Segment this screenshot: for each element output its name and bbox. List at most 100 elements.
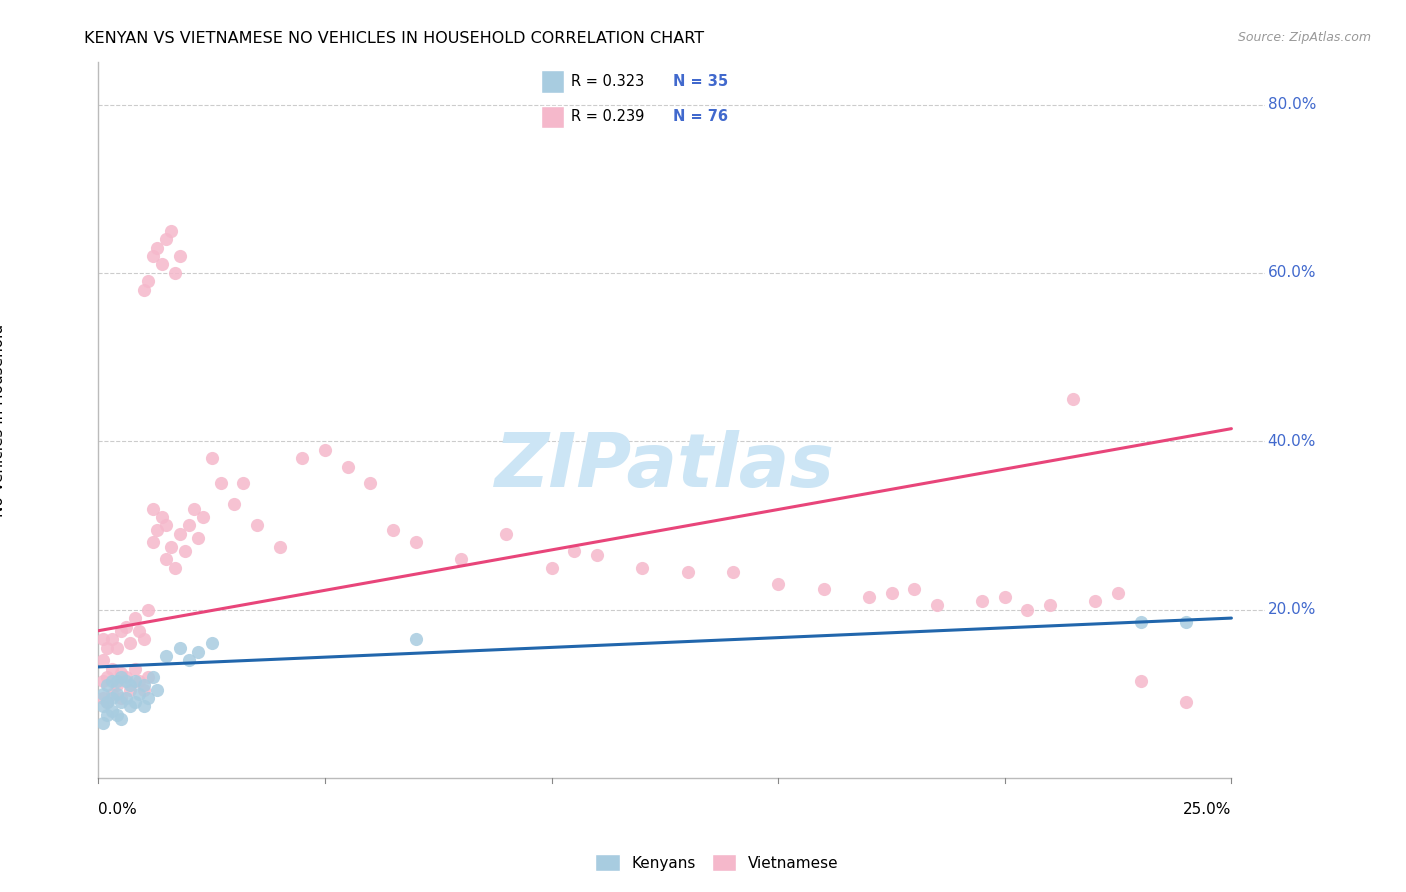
Point: [124, 611, 146, 625]
Point: [169, 640, 191, 655]
Point: [160, 224, 183, 238]
Point: [165, 560, 187, 574]
Point: [136, 274, 159, 288]
Point: [336, 459, 359, 474]
Point: [124, 695, 146, 709]
Point: [1084, 594, 1107, 608]
Point: [903, 582, 925, 596]
Point: [160, 540, 183, 554]
Point: [165, 266, 187, 280]
Point: [169, 527, 191, 541]
Point: [224, 498, 246, 512]
Point: [101, 662, 124, 676]
Point: [110, 712, 132, 726]
Point: [269, 540, 291, 554]
Text: 25.0%: 25.0%: [1182, 802, 1232, 816]
Point: [1107, 586, 1129, 600]
Point: [150, 510, 173, 524]
Point: [124, 662, 146, 676]
Text: N = 76: N = 76: [673, 109, 728, 124]
Point: [1017, 602, 1039, 616]
Point: [114, 691, 136, 706]
Point: [183, 501, 205, 516]
Point: [1129, 615, 1152, 630]
Point: [110, 665, 132, 680]
Point: [405, 632, 427, 647]
Point: [101, 687, 124, 701]
Point: [766, 577, 789, 591]
Point: [91, 699, 114, 714]
Point: [96, 678, 118, 692]
Point: [91, 687, 114, 701]
Point: [105, 707, 128, 722]
Text: R = 0.239: R = 0.239: [571, 109, 645, 124]
Point: [169, 249, 191, 263]
Point: [105, 640, 128, 655]
Legend: Kenyans, Vietnamese: Kenyans, Vietnamese: [595, 855, 839, 871]
Point: [105, 674, 128, 689]
Point: [813, 582, 835, 596]
Text: KENYAN VS VIETNAMESE NO VEHICLES IN HOUSEHOLD CORRELATION CHART: KENYAN VS VIETNAMESE NO VEHICLES IN HOUS…: [84, 31, 704, 46]
Text: ZIPatlas: ZIPatlas: [495, 430, 835, 503]
Point: [96, 695, 118, 709]
Point: [96, 670, 118, 684]
Point: [114, 670, 136, 684]
Point: [155, 518, 177, 533]
Point: [187, 531, 209, 545]
Point: [132, 682, 155, 697]
Point: [124, 674, 146, 689]
Point: [128, 624, 150, 638]
Point: [136, 691, 159, 706]
Point: [120, 699, 142, 714]
Text: No Vehicles in Household: No Vehicles in Household: [0, 324, 6, 516]
Point: [120, 678, 142, 692]
Point: [586, 548, 609, 562]
Point: [209, 476, 232, 491]
Point: [972, 594, 994, 608]
Point: [91, 653, 114, 667]
Point: [91, 691, 114, 706]
Point: [155, 552, 177, 566]
Point: [201, 636, 224, 650]
Point: [314, 442, 336, 457]
Point: [1175, 695, 1198, 709]
Point: [146, 241, 169, 255]
Point: [925, 599, 948, 613]
Point: [132, 283, 155, 297]
Point: [101, 674, 124, 689]
Point: [136, 670, 159, 684]
Point: [132, 678, 155, 692]
Point: [721, 565, 744, 579]
Point: [142, 535, 165, 549]
Text: 80.0%: 80.0%: [1268, 97, 1316, 112]
Point: [96, 640, 118, 655]
Point: [1129, 674, 1152, 689]
Text: Source: ZipAtlas.com: Source: ZipAtlas.com: [1237, 31, 1371, 45]
Point: [146, 523, 169, 537]
Point: [110, 624, 132, 638]
Point: [562, 543, 585, 558]
Point: [187, 645, 209, 659]
Point: [495, 527, 517, 541]
Point: [101, 704, 124, 718]
Point: [128, 687, 150, 701]
Point: [291, 451, 314, 466]
Point: [858, 590, 880, 604]
Text: R = 0.323: R = 0.323: [571, 73, 644, 88]
Text: 20.0%: 20.0%: [1268, 602, 1316, 617]
Point: [142, 501, 165, 516]
Point: [540, 560, 562, 574]
Point: [382, 523, 405, 537]
Point: [150, 258, 173, 272]
Point: [146, 682, 169, 697]
Point: [91, 632, 114, 647]
Point: [1062, 392, 1084, 407]
Point: [155, 232, 177, 246]
Point: [114, 619, 136, 633]
Point: [105, 678, 128, 692]
Point: [105, 687, 128, 701]
Point: [676, 565, 699, 579]
Point: [177, 518, 200, 533]
Point: [110, 695, 132, 709]
Point: [232, 476, 254, 491]
